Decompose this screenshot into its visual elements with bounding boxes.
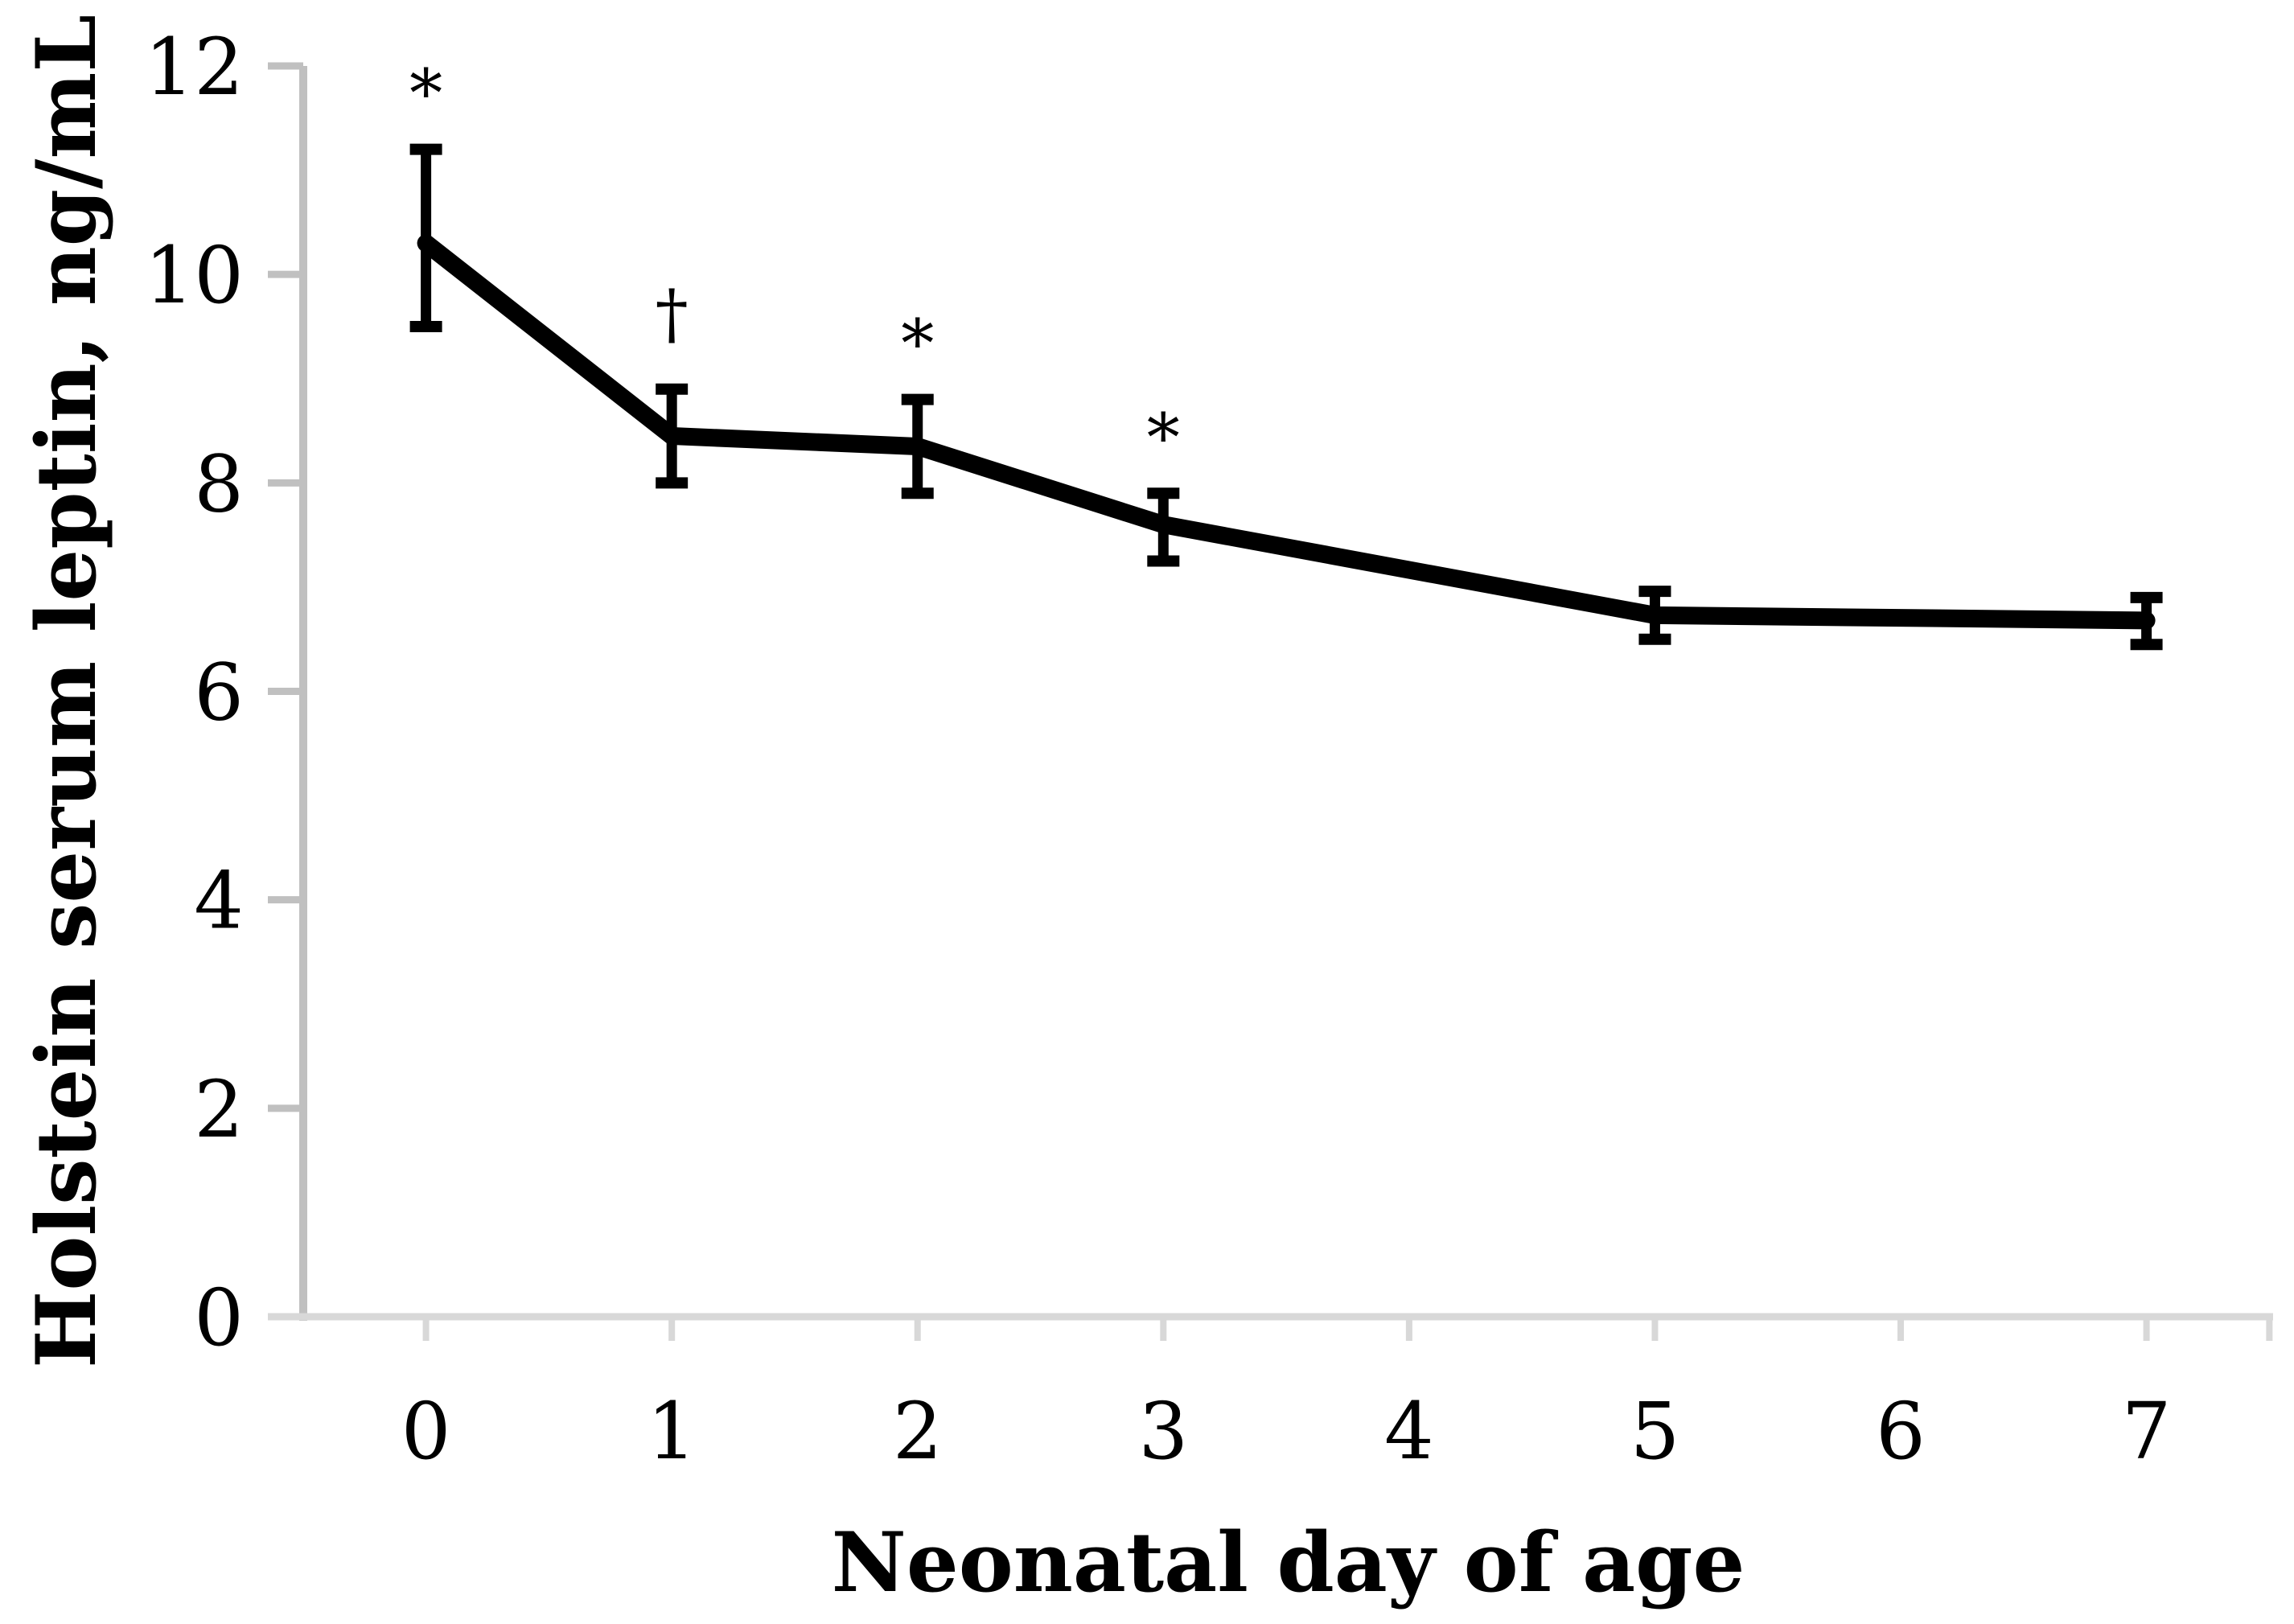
x-tick-label: 1: [647, 1386, 697, 1477]
y-axis: [268, 62, 307, 1321]
point-annotation: *: [901, 306, 934, 383]
y-tick-label: 6: [194, 648, 244, 738]
data-line: [417, 234, 2156, 630]
y-tick-label: 8: [194, 438, 244, 529]
y-axis-title: Holstein serum leptin, ng/mL: [18, 14, 115, 1368]
x-axis: [268, 1313, 2273, 1341]
x-tick-label: 4: [1384, 1386, 1434, 1477]
point-annotation: †: [656, 277, 689, 353]
y-tick-label: 0: [194, 1272, 244, 1363]
y-tick-label: 4: [194, 856, 244, 947]
y-tick-label: 2: [194, 1064, 244, 1155]
y-tick-label: 10: [145, 230, 244, 321]
x-tick-label: 0: [401, 1386, 451, 1477]
y-tick-labels: 0 2 4 6 8 10 12: [145, 22, 244, 1363]
y-tick-label: 12: [145, 22, 244, 113]
x-tick-label: 5: [1630, 1386, 1680, 1477]
error-bars: [409, 143, 2163, 651]
x-tick-label: 2: [893, 1386, 943, 1477]
annotations: * † * *: [409, 56, 1180, 477]
x-tick-label: 6: [1876, 1386, 1926, 1477]
x-tick-label: 3: [1138, 1386, 1188, 1477]
point-annotation: *: [1147, 400, 1180, 476]
x-tick-label: 7: [2122, 1386, 2172, 1477]
point-annotation: *: [409, 56, 442, 133]
x-axis-title: Neonatal day of age: [832, 1515, 1745, 1611]
x-tick-labels: 0 1 2 3 4 5 6 7: [401, 1386, 2172, 1477]
